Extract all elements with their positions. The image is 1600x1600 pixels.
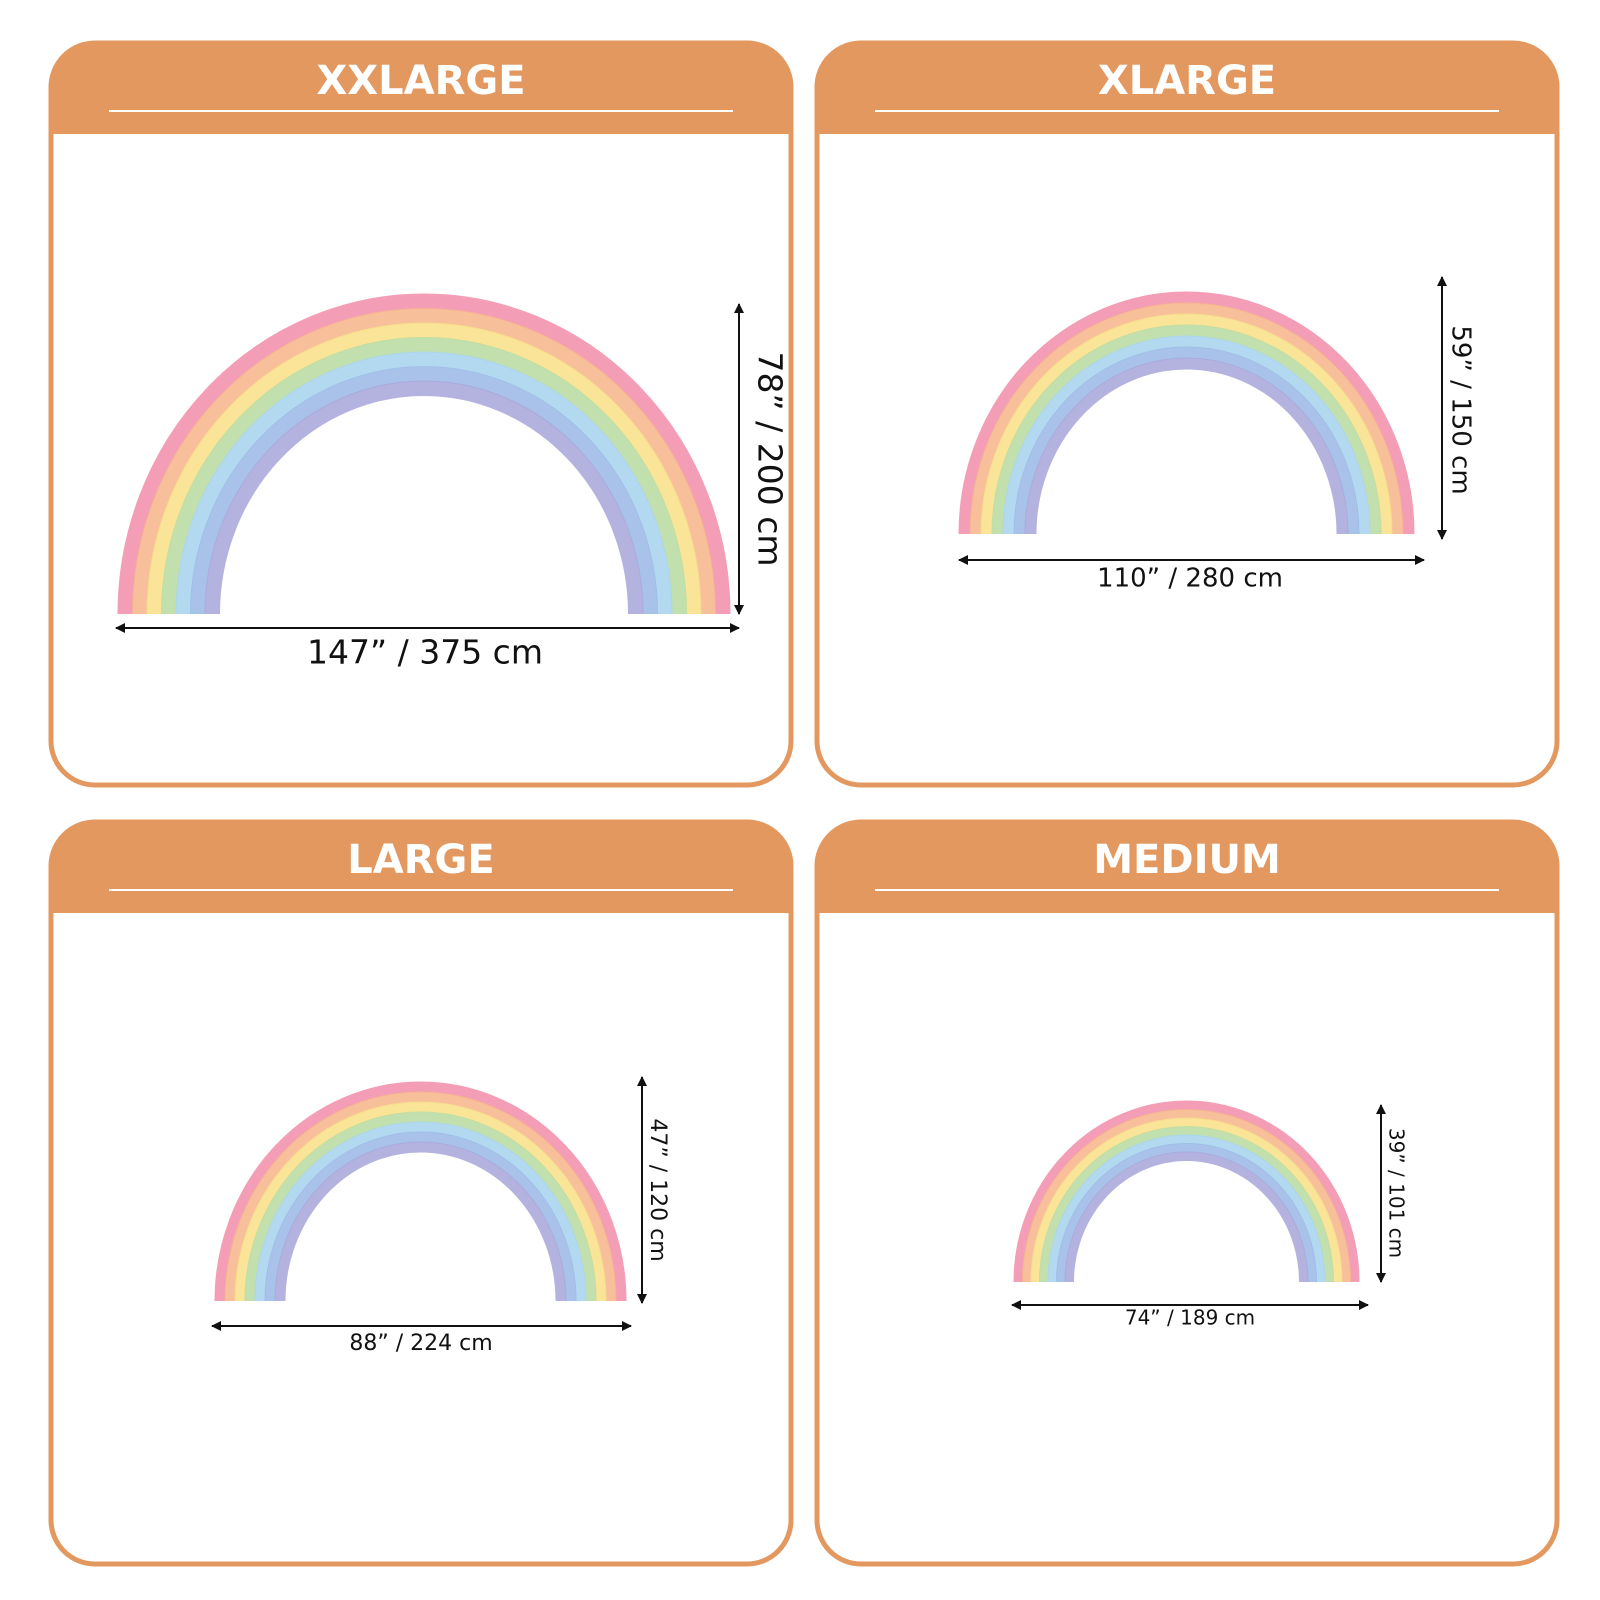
- rainbow-band: [1022, 1109, 1351, 1283]
- height-label: 78” / 200 cm: [751, 352, 790, 567]
- size-panel: XLARGE 110” / 280 cm 59” / 150 cm: [814, 40, 1560, 788]
- rainbow-band: [1064, 1151, 1309, 1283]
- panel-title: XXLARGE: [316, 58, 525, 104]
- panel-border: [48, 40, 794, 788]
- rainbow-band: [1024, 357, 1349, 535]
- rainbow-band: [175, 351, 673, 615]
- width-label: 110” / 280 cm: [1097, 564, 1283, 594]
- rainbow-band: [146, 322, 702, 615]
- rainbow-band: [204, 380, 644, 615]
- size-panel: MEDIUM 74” / 189 cm 39” / 101 cm: [814, 819, 1560, 1567]
- rainbow-band: [264, 1131, 577, 1302]
- rainbow-band: [224, 1091, 617, 1302]
- panel-title: LARGE: [347, 837, 494, 883]
- rainbow-band: [274, 1141, 567, 1302]
- rainbow-band: [244, 1111, 597, 1302]
- size-panel: LARGE 88” / 224 cm 47” / 120 cm: [48, 819, 794, 1567]
- rainbow-band: [1030, 1117, 1343, 1283]
- size-panel: XXLARGE 147” / 375 cm 78” / 200 cm: [48, 40, 794, 788]
- rainbow-band: [190, 366, 658, 615]
- panel-border: [814, 819, 1560, 1567]
- width-label: 88” / 224 cm: [349, 1331, 492, 1356]
- rainbow-band: [161, 337, 687, 615]
- rainbow-band: [958, 291, 1415, 535]
- rainbow-band: [214, 1081, 627, 1302]
- height-label: 59” / 150 cm: [1446, 325, 1476, 494]
- rainbow-band: [234, 1101, 607, 1302]
- rainbow-band: [1002, 335, 1371, 535]
- panel-border: [48, 819, 794, 1567]
- width-label: 74” / 189 cm: [1125, 1306, 1255, 1330]
- rainbow-band: [254, 1121, 587, 1302]
- rainbow-band: [132, 308, 716, 615]
- panel-title: MEDIUM: [1093, 837, 1281, 883]
- rainbow-band: [1056, 1143, 1317, 1283]
- rainbow-band: [117, 293, 731, 615]
- rainbow-band: [1013, 1100, 1360, 1283]
- width-label: 147” / 375 cm: [307, 633, 543, 672]
- rainbow-band: [1039, 1126, 1334, 1283]
- panel-title: XLARGE: [1098, 58, 1276, 104]
- height-label: 47” / 120 cm: [645, 1118, 670, 1261]
- rainbow-band: [991, 324, 1382, 535]
- rainbow-band: [980, 313, 1393, 535]
- rainbow-band: [969, 302, 1404, 535]
- height-label: 39” / 101 cm: [1385, 1128, 1409, 1258]
- rainbow-band: [1047, 1134, 1326, 1283]
- rainbow-band: [1013, 346, 1360, 535]
